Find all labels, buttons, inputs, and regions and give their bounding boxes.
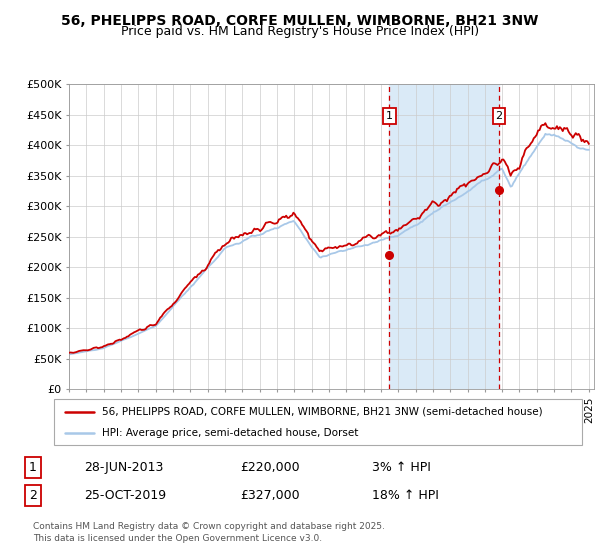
Text: 1: 1 [29, 461, 37, 474]
Text: £220,000: £220,000 [240, 461, 299, 474]
Text: 18% ↑ HPI: 18% ↑ HPI [372, 489, 439, 502]
Text: Contains HM Land Registry data © Crown copyright and database right 2025.
This d: Contains HM Land Registry data © Crown c… [33, 522, 385, 543]
Text: 28-JUN-2013: 28-JUN-2013 [84, 461, 163, 474]
Text: £327,000: £327,000 [240, 489, 299, 502]
Text: 56, PHELIPPS ROAD, CORFE MULLEN, WIMBORNE, BH21 3NW (semi-detached house): 56, PHELIPPS ROAD, CORFE MULLEN, WIMBORN… [101, 407, 542, 417]
Text: 2: 2 [29, 489, 37, 502]
Text: 1: 1 [386, 111, 393, 121]
Text: Price paid vs. HM Land Registry's House Price Index (HPI): Price paid vs. HM Land Registry's House … [121, 25, 479, 38]
Text: HPI: Average price, semi-detached house, Dorset: HPI: Average price, semi-detached house,… [101, 428, 358, 438]
Text: 25-OCT-2019: 25-OCT-2019 [84, 489, 166, 502]
Text: 56, PHELIPPS ROAD, CORFE MULLEN, WIMBORNE, BH21 3NW: 56, PHELIPPS ROAD, CORFE MULLEN, WIMBORN… [61, 14, 539, 28]
Text: 3% ↑ HPI: 3% ↑ HPI [372, 461, 431, 474]
Bar [389, 84, 499, 389]
Text: 2: 2 [496, 111, 503, 121]
